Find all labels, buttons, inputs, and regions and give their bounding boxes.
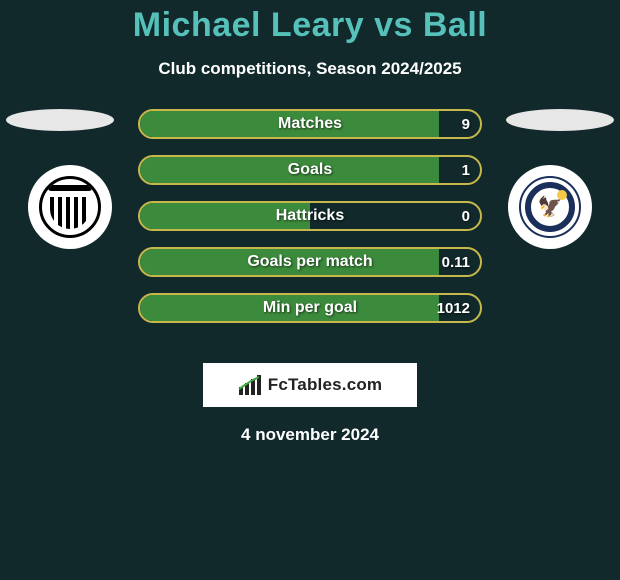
stat-value: 1 xyxy=(462,162,470,179)
stat-label: Matches xyxy=(278,115,342,133)
date-label: 4 november 2024 xyxy=(0,425,620,445)
stat-bar: Matches 9 xyxy=(138,109,482,139)
subtitle: Club competitions, Season 2024/2025 xyxy=(0,59,620,79)
stat-label: Min per goal xyxy=(263,299,357,317)
stat-label: Goals xyxy=(288,161,332,179)
team-badge-right: 🦅 xyxy=(508,165,592,249)
stat-bar: Goals per match 0.11 xyxy=(138,247,482,277)
stat-label: Goals per match xyxy=(247,253,372,271)
wimbledon-crest-icon: 🦅 xyxy=(519,176,581,238)
page-root: Michael Leary vs Ball Club competitions,… xyxy=(0,0,620,580)
comparison-panel: 🦅 Matches 9 Goals 1 Hattricks 0 Goals per matc… xyxy=(0,109,620,339)
brand-box[interactable]: FcTables.com xyxy=(203,363,417,407)
stat-value: 1012 xyxy=(437,300,470,317)
stat-value: 0.11 xyxy=(442,254,470,271)
stat-value: 0 xyxy=(462,208,470,225)
stat-bar: Hattricks 0 xyxy=(138,201,482,231)
stat-bar: Min per goal 1012 xyxy=(138,293,482,323)
brand-text: FcTables.com xyxy=(268,375,383,395)
player-head-left xyxy=(6,109,114,131)
bar-chart-icon xyxy=(238,375,262,395)
page-title: Michael Leary vs Ball xyxy=(0,0,620,45)
grimsby-crest-icon xyxy=(39,176,101,238)
stat-label: Hattricks xyxy=(276,207,344,225)
stat-bars: Matches 9 Goals 1 Hattricks 0 Goals per match 0… xyxy=(138,109,482,323)
team-badge-left xyxy=(28,165,112,249)
player-head-right xyxy=(506,109,614,131)
stat-bar: Goals 1 xyxy=(138,155,482,185)
stat-value: 9 xyxy=(462,116,470,133)
eagle-icon: 🦅 xyxy=(538,195,563,220)
